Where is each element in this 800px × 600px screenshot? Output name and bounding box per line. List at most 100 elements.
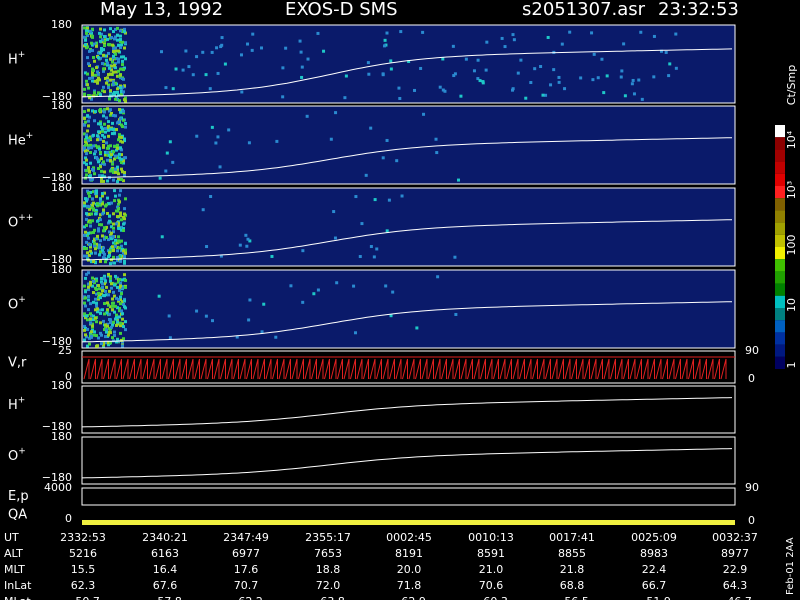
spectrogram-texture	[103, 90, 106, 94]
spectrogram-texture	[116, 165, 119, 169]
spectrogram-texture	[453, 72, 457, 76]
spectrogram-texture	[98, 109, 101, 113]
spectrogram-texture	[112, 290, 115, 294]
spectrogram-texture	[109, 57, 112, 61]
spectrogram-texture	[108, 251, 111, 255]
spectrogram-texture	[119, 324, 122, 328]
panel-label-sup: +	[18, 295, 26, 305]
spectrogram-texture	[83, 254, 86, 258]
spectrogram-texture	[122, 249, 125, 253]
colorbar-segment	[775, 161, 785, 174]
spectrogram-texture	[84, 276, 87, 280]
spectrogram-texture	[116, 249, 119, 253]
colorbar-label: 10³	[785, 181, 798, 199]
spectrogram-texture	[299, 50, 303, 54]
spectrogram-texture	[101, 127, 104, 131]
spectrogram-texture	[354, 331, 358, 335]
spectrogram-texture	[106, 61, 109, 65]
spectrogram-texture	[109, 78, 112, 82]
spectrogram-texture	[114, 46, 117, 50]
colorbar-segment	[775, 271, 785, 284]
spectrogram-texture	[421, 30, 425, 34]
spectrogram-texture	[118, 193, 121, 197]
spectrogram-texture	[112, 178, 115, 182]
spectrogram-texture	[108, 33, 111, 37]
spectrogram-texture	[329, 137, 333, 141]
spectrogram-texture	[500, 36, 504, 40]
spectrogram-texture	[96, 344, 99, 348]
spectrogram-texture	[104, 38, 107, 42]
spectrogram-texture	[85, 169, 88, 173]
spectrogram-texture	[114, 81, 117, 85]
spectrogram-texture	[109, 72, 112, 76]
spectrogram-texture	[99, 213, 102, 217]
spectrogram-texture	[124, 328, 127, 332]
trajectory-line	[81, 448, 733, 479]
spectrogram-texture	[101, 200, 104, 204]
spectrogram-texture	[116, 167, 119, 171]
spectrogram-texture	[115, 316, 118, 320]
spectrogram-texture	[118, 309, 121, 313]
spectrogram-texture	[89, 280, 92, 284]
spectrogram-texture	[168, 336, 172, 340]
spectrogram-texture	[235, 335, 239, 339]
spectrogram-texture	[306, 57, 310, 61]
spectrogram-texture	[100, 49, 103, 53]
spectrogram-texture	[91, 324, 94, 328]
spectrogram-texture	[106, 107, 109, 111]
spectrogram-texture	[84, 143, 87, 147]
spectrogram-texture	[117, 280, 120, 284]
right-top-label: 90	[745, 481, 759, 494]
spectrogram-texture	[369, 126, 373, 130]
spectrogram-texture	[120, 218, 123, 222]
spectrogram-texture	[106, 37, 109, 41]
spectrogram-texture	[89, 161, 92, 165]
spectrogram-texture	[120, 148, 123, 152]
spectrogram-texture	[191, 73, 195, 77]
spectrogram-texture	[115, 148, 118, 152]
panel-frame	[81, 187, 736, 267]
spectrogram-texture	[98, 243, 101, 247]
spectrogram-texture	[95, 334, 98, 338]
spectrogram-texture	[640, 97, 644, 101]
spectrogram-texture	[121, 342, 124, 346]
spectrogram-texture	[96, 78, 99, 82]
spectrogram-texture	[89, 231, 92, 235]
spectrogram-texture	[316, 288, 320, 292]
spectrogram-texture	[84, 326, 87, 330]
spectrogram-texture	[109, 262, 112, 266]
spectrogram-texture	[123, 217, 126, 221]
spectrogram-texture	[590, 31, 594, 35]
spectrogram-texture	[108, 97, 111, 101]
spectrogram-texture	[99, 137, 102, 141]
spectrogram-texture	[86, 327, 89, 331]
qa-bar	[82, 520, 735, 525]
spectrogram-texture	[112, 212, 115, 216]
spectrogram-texture	[110, 153, 113, 157]
ephemeris-value: 0002:45	[386, 531, 432, 544]
spectrogram-texture	[89, 150, 92, 154]
spectrogram-texture	[102, 293, 105, 297]
spectrogram-texture	[119, 298, 122, 302]
spectrogram-texture	[120, 43, 123, 47]
spectrogram-texture	[91, 75, 94, 79]
spectrogram-texture	[109, 275, 112, 279]
spectrogram-texture	[105, 340, 108, 344]
spectrogram-texture	[98, 246, 101, 250]
spectrogram-texture	[93, 242, 96, 246]
spectrogram-texture	[91, 109, 94, 113]
spectrogram-texture	[103, 108, 106, 112]
spectrogram-texture	[95, 155, 98, 159]
spectrogram-texture	[123, 299, 126, 303]
spectrogram-texture	[123, 259, 126, 263]
spectrogram-texture	[119, 67, 122, 71]
spectrogram-texture	[84, 304, 87, 308]
spectrogram-texture	[123, 27, 126, 31]
spectrogram-texture	[109, 327, 112, 331]
spectrogram-texture	[123, 137, 126, 141]
spectrogram-texture	[102, 69, 105, 73]
spectrogram-texture	[104, 127, 107, 131]
spectrogram-texture	[99, 120, 102, 124]
spectrogram-texture	[334, 111, 338, 115]
ephemeris-value: 70.6	[479, 579, 504, 592]
